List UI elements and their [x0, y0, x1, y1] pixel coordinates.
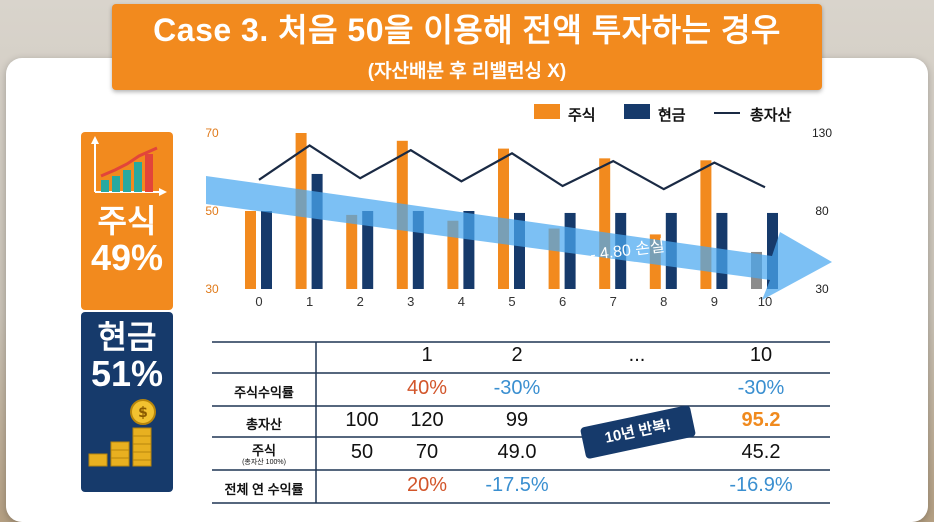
- bar-stock-0: [245, 211, 256, 289]
- cell-stock-return-10: -30%: [737, 377, 785, 399]
- cell-stock-2: 49.0: [497, 441, 537, 463]
- left-axis-tick-70: 70: [205, 126, 219, 140]
- row-label-annual-return: 전체 연 수익률: [224, 482, 304, 497]
- row-label-total-assets: 총자산: [246, 417, 282, 432]
- row-label-stock-note: (총자산 100%): [242, 459, 286, 466]
- returns-table: 1 2 ... 10 주식수익률 40% -30% -30% 총자산 100 1…: [212, 340, 830, 506]
- cell-stock-return-2: -30%: [493, 377, 541, 399]
- col-header-10: 10: [749, 344, 773, 366]
- x-tick-label-7: 7: [610, 294, 617, 309]
- cell-annual-return-10: -16.9%: [729, 474, 793, 496]
- bar-cash-1: [311, 173, 323, 289]
- cell-annual-return-2: -17.5%: [485, 474, 549, 496]
- x-tick-label-4: 4: [458, 294, 465, 309]
- left-axis-tick-50: 50: [205, 204, 219, 218]
- x-tick-label-1: 1: [306, 294, 313, 309]
- legend-total-line: [714, 112, 740, 114]
- right-axis-tick-130: 130: [812, 126, 832, 140]
- cash-percent: 51%: [90, 353, 164, 394]
- right-axis-tick-80: 80: [815, 204, 829, 218]
- col-header-2: 2: [511, 344, 523, 366]
- bar-stock-9: [700, 160, 712, 289]
- stock-allocation-panel: 주식 49%: [81, 132, 173, 310]
- bar-cash-3: [412, 211, 424, 289]
- x-tick-label-6: 6: [559, 294, 566, 309]
- cell-stock-1: 70: [415, 441, 439, 463]
- cell-stock-return-1: 40%: [406, 377, 448, 399]
- x-tick-label-10: 10: [758, 294, 772, 309]
- cell-total-assets-2: 99: [505, 409, 529, 431]
- page-title: Case 3. 처음 50을 이용해 전액 투자하는 경우: [153, 12, 781, 48]
- cell-stock-0: 50: [350, 441, 374, 463]
- title-banner: Case 3. 처음 50을 이용해 전액 투자하는 경우 (자산배분 후 리밸…: [112, 4, 822, 90]
- legend-total-label: 총자산: [750, 107, 792, 124]
- x-tick-label-8: 8: [660, 294, 667, 309]
- growth-chart-icon: [91, 136, 167, 196]
- bar-stock-2: [346, 214, 358, 289]
- stock-label: 주식: [97, 203, 157, 239]
- trend-arrow: [206, 176, 832, 300]
- coin-stack-icon: $: [88, 399, 156, 467]
- bar-cash-2: [362, 211, 374, 289]
- svg-text:$: $: [138, 405, 148, 421]
- line-total-assets: [258, 144, 766, 191]
- legend-cash-swatch: [624, 104, 650, 119]
- bar-cash-4: [463, 211, 475, 289]
- cell-stock-10: 45.2: [741, 441, 781, 463]
- cell-total-assets-1: 120: [410, 409, 444, 431]
- stock-percent: 49%: [90, 237, 164, 278]
- row-label-stock: 주식: [252, 443, 276, 458]
- bar-cash-10: [767, 212, 778, 289]
- cash-allocation-panel: 현금 51% $: [81, 312, 173, 492]
- col-header-ellipsis: ...: [628, 344, 646, 366]
- bar-stock-6: [548, 228, 560, 289]
- legend-cash-label: 현금: [658, 107, 686, 124]
- legend-stock-swatch: [534, 104, 560, 119]
- bar-stock-7: [599, 158, 611, 289]
- cell-annual-return-1: 20%: [406, 474, 448, 496]
- x-tick-label-5: 5: [508, 294, 515, 309]
- x-tick-label-3: 3: [407, 294, 414, 309]
- x-tick-label-9: 9: [711, 294, 718, 309]
- left-axis-tick-30: 30: [205, 282, 219, 296]
- x-tick-label-2: 2: [357, 294, 364, 309]
- bar-cash-0: [261, 211, 272, 289]
- bar-cash-5: [514, 212, 525, 289]
- cash-label: 현금: [97, 319, 157, 355]
- right-axis-tick-30: 30: [815, 282, 829, 296]
- table-grid: [212, 341, 830, 504]
- legend-stock-label: 주식: [568, 107, 596, 124]
- cell-total-assets-10: 95.2: [741, 409, 781, 431]
- x-tick-label-0: 0: [255, 294, 262, 309]
- row-label-stock-return: 주식수익률: [234, 385, 294, 400]
- page-subtitle: (자산배분 후 리밸런싱 X): [367, 61, 567, 82]
- col-header-1: 1: [421, 344, 433, 366]
- bar-stock-4: [447, 220, 459, 289]
- cell-total-assets-0: 100: [345, 409, 379, 431]
